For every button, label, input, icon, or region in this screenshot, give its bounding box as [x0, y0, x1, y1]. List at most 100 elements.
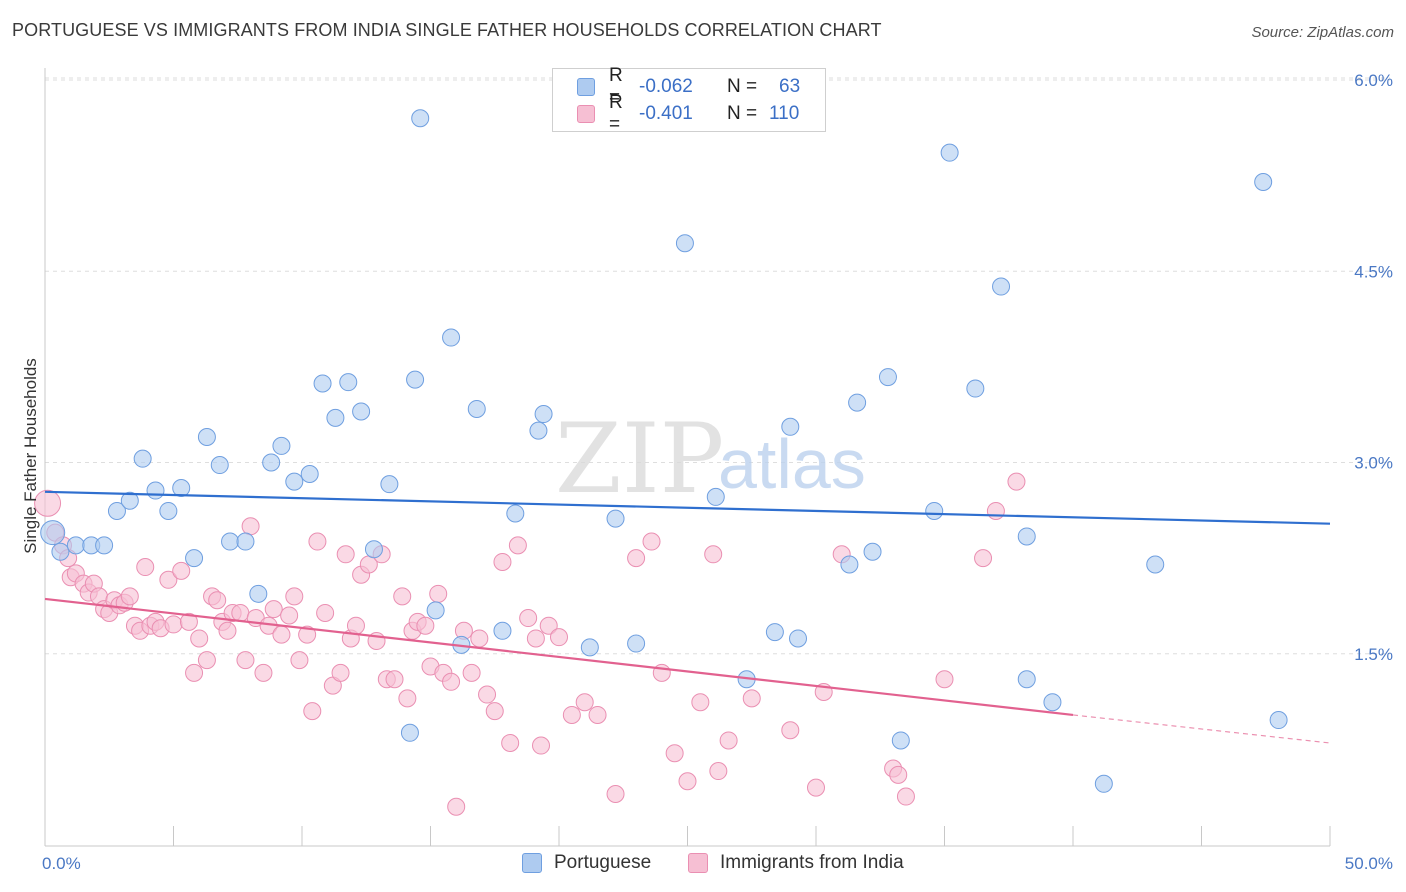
portuguese-point	[133, 449, 152, 468]
india-point	[665, 744, 684, 763]
bottom-legend-india-label: Immigrants from India	[720, 852, 904, 873]
india-point	[550, 628, 568, 647]
india-point	[393, 587, 412, 606]
india-point	[462, 663, 481, 682]
tick-labels: 1.5% 3.0% 4.5% 6.0% 0.0% 50.0%	[42, 71, 1393, 873]
portuguese-point	[210, 456, 229, 475]
portuguese-point	[66, 536, 85, 555]
india-point	[501, 734, 520, 752]
portuguese-point	[1017, 670, 1036, 689]
india-point	[588, 705, 607, 724]
series-portuguese-points	[40, 109, 1288, 793]
portuguese-point	[236, 532, 255, 551]
portuguese-point	[159, 501, 178, 520]
portuguese-point	[442, 328, 461, 347]
legend-r-label: R =	[609, 92, 623, 135]
y-tick-label: 1.5%	[1354, 645, 1393, 664]
india-trendline	[44, 597, 1074, 717]
bottom-legend-india: Immigrants from India	[688, 852, 904, 874]
portuguese-trendline	[44, 490, 1331, 525]
portuguese-point	[966, 379, 985, 398]
portuguese-point	[285, 472, 304, 491]
india-point	[280, 606, 299, 625]
india-point	[447, 797, 466, 816]
portuguese-point	[380, 475, 399, 494]
portuguese-point	[51, 542, 70, 561]
india-point	[290, 651, 309, 670]
watermark: ZIP atlas	[555, 403, 866, 515]
portuguese-point	[1043, 693, 1062, 712]
portuguese-point	[300, 464, 319, 483]
portuguese-point	[675, 234, 694, 253]
india-point	[508, 536, 527, 555]
y-tick-label: 6.0%	[1354, 71, 1393, 90]
india-point	[678, 772, 697, 791]
india-point	[164, 615, 183, 634]
bottom-legend-portuguese: Portuguese	[522, 852, 651, 874]
legend-n-value-india: 110	[769, 103, 800, 124]
india-point	[781, 721, 800, 740]
portuguese-point	[426, 601, 445, 620]
india-point	[208, 591, 227, 610]
india-point	[709, 762, 728, 781]
portuguese-point	[529, 421, 548, 440]
india-point	[539, 616, 558, 635]
india-point	[896, 787, 915, 806]
portuguese-point	[940, 143, 959, 162]
portuguese-point	[706, 487, 725, 506]
legend-r-value-portuguese: -0.062	[639, 76, 693, 97]
india-point	[185, 663, 204, 682]
india-point	[532, 736, 551, 755]
portuguese-point	[249, 584, 268, 603]
legend-box: R = -0.062 N = 63 R = -0.401 N = 110	[552, 65, 826, 135]
portuguese-point	[272, 436, 291, 455]
india-point	[179, 612, 198, 631]
india-point	[807, 778, 825, 797]
india-point	[231, 603, 250, 622]
portuguese-point	[848, 393, 867, 412]
portuguese-point	[326, 408, 345, 427]
india-point	[1007, 472, 1026, 491]
india-point	[606, 785, 625, 803]
india-point	[429, 584, 448, 603]
portuguese-point	[352, 402, 371, 421]
india-point	[642, 532, 661, 551]
portuguese-point	[789, 629, 808, 648]
india-point	[336, 545, 355, 564]
india-point	[691, 693, 710, 712]
portuguese-point	[40, 520, 66, 546]
india-point	[493, 552, 512, 571]
x-tick-label: 50.0%	[1345, 854, 1393, 873]
portuguese-point	[339, 373, 358, 392]
chart-source: Source: ZipAtlas.com	[1251, 24, 1394, 41]
portuguese-point	[197, 428, 216, 446]
india-point	[159, 570, 178, 589]
legend-n-label: N =	[727, 103, 758, 124]
bottom-legend: Portuguese Immigrants from India	[0, 852, 1406, 878]
portuguese-point	[364, 540, 383, 559]
watermark-zip: ZIP	[555, 403, 724, 515]
portuguese-point	[781, 417, 800, 436]
india-point	[136, 558, 155, 577]
india-point	[627, 549, 646, 568]
india-point	[190, 629, 209, 648]
portuguese-swatch	[577, 78, 595, 96]
portuguese-point	[107, 501, 126, 520]
india-point	[485, 702, 504, 721]
trendlines	[44, 490, 1331, 744]
portuguese-point	[506, 504, 525, 523]
portuguese-point	[467, 399, 486, 418]
legend-row-portuguese: R = -0.062 N = 63	[577, 65, 800, 108]
india-point	[254, 663, 273, 682]
portuguese-point	[313, 374, 332, 393]
axes	[44, 68, 1331, 847]
legend-row-india: R = -0.401 N = 110	[577, 92, 800, 135]
india-point	[298, 625, 317, 644]
india-point	[346, 616, 365, 635]
portuguese-point	[172, 479, 191, 497]
india-point	[935, 670, 954, 689]
india-point	[889, 765, 908, 784]
india-point	[974, 549, 993, 568]
india-point	[442, 672, 461, 691]
